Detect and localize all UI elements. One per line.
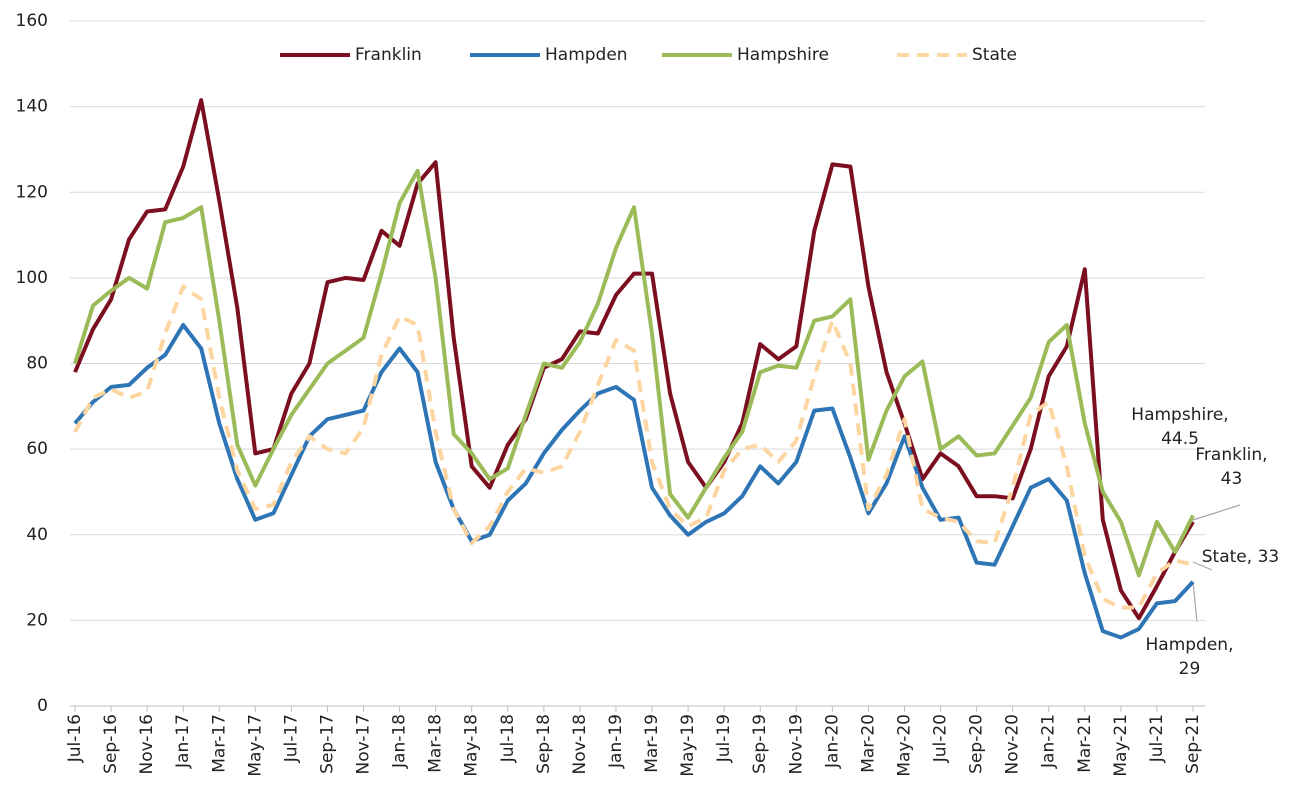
x-tick-label: May-21 — [1111, 714, 1131, 777]
leaders — [1192, 504, 1241, 623]
x-tick-label: Jul-19 — [714, 714, 734, 763]
x-tick-label: May-18 — [462, 714, 482, 777]
y-tick-label: 120 — [16, 182, 48, 202]
x-tick-label: Nov-18 — [570, 714, 590, 775]
series-line — [73, 98, 1195, 621]
x-tick-label: Jan-18 — [390, 714, 410, 769]
leader-line — [1192, 581, 1198, 623]
leader-line — [1192, 561, 1213, 571]
x-tick-label: Mar-18 — [426, 714, 446, 773]
x-tick-label: May-17 — [245, 714, 265, 777]
x-tick-label: Mar-17 — [209, 714, 229, 773]
series-line — [73, 284, 1194, 610]
x-tick-label: Jul-18 — [498, 714, 518, 763]
y-tick-label: 100 — [16, 268, 48, 288]
series-line — [73, 168, 1195, 578]
x-tick-label: Mar-21 — [1075, 714, 1095, 773]
x-tick-label: Sep-20 — [967, 714, 987, 774]
x-tick-label: Sep-17 — [317, 714, 337, 774]
data-label: Hampshire, 44.5 — [1131, 405, 1229, 449]
leader-line — [1192, 504, 1241, 521]
data-label: Franklin, 43 — [1195, 445, 1268, 489]
x-tick-label: Mar-20 — [858, 714, 878, 773]
legend-label: Hampshire — [737, 45, 829, 65]
x-tick-label: Nov-19 — [786, 714, 806, 775]
y-tick-label: 20 — [26, 610, 48, 630]
legend-label: Hampden — [545, 45, 628, 65]
y-tick-label: 80 — [26, 354, 48, 374]
x-tick-label: Nov-17 — [354, 714, 374, 775]
y-tick-label: 40 — [26, 525, 48, 545]
x-tick-label: Nov-16 — [137, 714, 157, 775]
series-line — [73, 323, 1195, 640]
x-tick-label: Jul-21 — [1147, 714, 1167, 763]
data-label: Hampden, 29 — [1145, 635, 1234, 679]
x-tick-label: Jan-21 — [1039, 714, 1059, 769]
legend-label: Franklin — [355, 45, 422, 65]
x-tick-label: Jul-16 — [65, 714, 85, 763]
x-tick-label: Jul-17 — [281, 714, 301, 763]
x-tick-label: Jan-20 — [822, 714, 842, 769]
data-label: State, 33 — [1201, 547, 1280, 567]
x-tick-label: Sep-21 — [1183, 714, 1203, 774]
y-tick-label: 160 — [16, 11, 48, 31]
x-tick-label: May-19 — [678, 714, 698, 777]
x-tick-label: Sep-19 — [750, 714, 770, 774]
y-tick-label: 60 — [26, 439, 48, 459]
x-tick-label: Mar-19 — [642, 714, 662, 773]
y-tick-label: 140 — [16, 97, 48, 117]
x-tick-label: Nov-20 — [1003, 714, 1023, 775]
x-tick-label: Jan-19 — [606, 714, 626, 769]
y-tick-label: 0 — [37, 696, 48, 716]
x-tick-label: Jan-17 — [173, 714, 193, 769]
x-tick-label: Jul-20 — [931, 714, 951, 763]
x-tick-label: Sep-18 — [534, 714, 554, 774]
x-tick-label: Sep-16 — [101, 714, 121, 774]
legend-label: State — [972, 45, 1017, 65]
x-tick-label: May-20 — [894, 714, 914, 777]
